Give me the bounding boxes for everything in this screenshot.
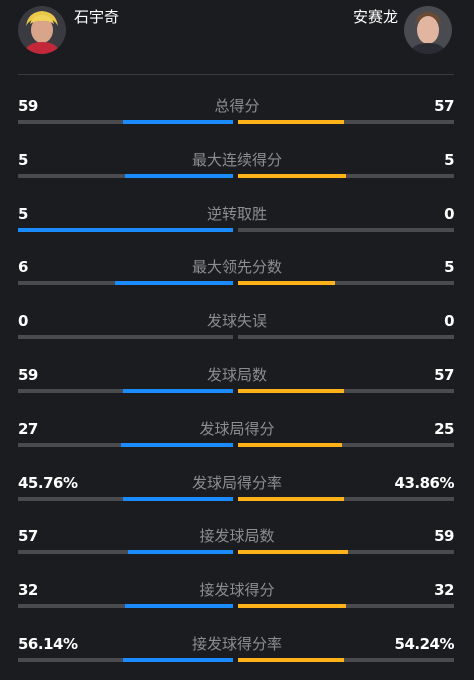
stat-left-bar-track <box>18 604 233 609</box>
stat-left-value: 27 <box>18 419 38 438</box>
stat-left-bar-track <box>18 389 233 393</box>
stat-left-bar-fill <box>123 658 233 662</box>
stat-right-value: 59 <box>434 527 454 546</box>
stat-label: 发球局得分率 <box>191 473 282 492</box>
stat-label: 总得分 <box>214 97 260 115</box>
stat-left-bar-track <box>18 442 233 447</box>
stat-left-value: 45.76% <box>18 473 78 492</box>
stat-right-bar-fill <box>238 496 344 501</box>
stat-right-value: 54.24% <box>394 635 455 653</box>
stat-right-bar-fill <box>238 281 335 286</box>
stat-left-bar-fill <box>125 604 233 609</box>
stat-right-bar-track <box>238 389 454 393</box>
stat-left-value: 57 <box>18 527 38 546</box>
stat-row: 59 总得分 57 <box>0 96 474 150</box>
stat-left-bar-fill <box>121 442 233 447</box>
stat-left-bar-fill <box>123 389 233 393</box>
stat-label: 发球局数 <box>206 366 267 384</box>
stat-label: 接发球局数 <box>199 527 275 546</box>
stat-right-bar-track <box>238 442 454 447</box>
stat-row: 32 接发球得分 32 <box>0 580 474 634</box>
stat-row: 59 发球局数 57 <box>0 365 474 419</box>
stat-left-value: 59 <box>18 97 38 115</box>
stat-right-bar-track <box>238 658 454 662</box>
stat-row: 57 接发球局数 59 <box>0 526 474 580</box>
stat-left-value: 32 <box>18 581 38 600</box>
stat-row: 6 最大领先分数 5 <box>0 257 474 311</box>
players-header: 石宇奇 安赛龙 <box>0 0 474 75</box>
stat-left-bar-track <box>18 658 233 662</box>
stat-left-bar-track <box>18 227 233 232</box>
stat-right-bar-fill <box>238 389 344 393</box>
player-left-avatar[interactable] <box>18 6 66 54</box>
player-left-portrait-icon <box>18 6 66 54</box>
stat-row: 56.14% 接发球得分率 54.24% <box>0 634 474 680</box>
stat-left-bar-fill <box>123 120 233 124</box>
stat-label: 接发球得分 <box>199 581 275 600</box>
stat-right-bar-track <box>238 281 454 286</box>
stat-right-bar-track <box>238 604 454 609</box>
stat-left-bar-fill <box>125 173 233 178</box>
stat-right-bar-fill <box>238 604 346 609</box>
stat-right-value: 57 <box>434 97 454 115</box>
stat-right-value: 25 <box>434 419 454 438</box>
stat-left-bar-track <box>18 120 233 124</box>
stat-right-value: 43.86% <box>394 473 455 492</box>
stat-left-value: 5 <box>18 204 28 223</box>
stat-right-value: 32 <box>434 581 454 600</box>
stat-label: 发球局得分 <box>199 419 275 438</box>
stat-right-value: 57 <box>434 366 454 384</box>
player-left-name: 石宇奇 <box>74 8 120 26</box>
stat-right-bar-track <box>238 496 454 501</box>
stat-label: 接发球得分率 <box>191 635 282 653</box>
stat-left-value: 6 <box>18 258 28 277</box>
stat-row: 0 发球失误 0 <box>0 311 474 365</box>
stat-left-bar-track <box>18 281 233 286</box>
stat-right-bar-track <box>238 335 454 340</box>
stat-row: 5 最大连续得分 5 <box>0 150 474 204</box>
stat-left-bar-track <box>18 173 233 178</box>
stat-row: 45.76% 发球局得分率 43.86% <box>0 473 474 527</box>
stat-left-bar-fill <box>115 281 233 286</box>
stat-left-bar-fill <box>18 227 233 232</box>
stat-left-bar-track <box>18 550 233 555</box>
stat-right-bar-track <box>238 120 454 124</box>
stat-label: 最大连续得分 <box>191 150 282 169</box>
stat-right-bar-track <box>238 227 454 232</box>
stat-left-bar-track <box>18 496 233 501</box>
stat-row: 5 逆转取胜 0 <box>0 204 474 258</box>
stat-label: 发球失误 <box>206 312 267 331</box>
stat-right-bar-fill <box>238 658 344 662</box>
stat-right-value: 0 <box>444 204 454 223</box>
stat-right-bar-fill <box>238 120 344 124</box>
header-divider <box>18 74 454 75</box>
stat-left-bar-fill <box>123 496 233 501</box>
player-right-portrait-icon <box>404 6 452 54</box>
stat-left-value: 59 <box>18 366 38 384</box>
stat-right-bar-fill <box>238 442 342 447</box>
stat-right-bar-fill <box>238 550 348 555</box>
stat-right-value: 5 <box>444 150 454 169</box>
stat-left-value: 56.14% <box>18 635 78 653</box>
stat-right-bar-fill <box>238 173 346 178</box>
stat-label: 最大领先分数 <box>191 258 282 277</box>
stat-right-bar-track <box>238 173 454 178</box>
stat-left-value: 0 <box>18 312 28 331</box>
stat-row: 27 发球局得分 25 <box>0 419 474 473</box>
stat-right-bar-track <box>238 550 454 555</box>
player-right-avatar[interactable] <box>404 6 452 54</box>
stat-left-bar-track <box>18 335 233 340</box>
stat-right-value: 5 <box>444 258 454 277</box>
stat-right-value: 0 <box>444 312 454 331</box>
player-right-name: 安赛龙 <box>352 8 398 26</box>
stat-left-bar-fill <box>128 550 233 555</box>
stat-label: 逆转取胜 <box>206 204 267 223</box>
stat-left-value: 5 <box>18 150 28 169</box>
